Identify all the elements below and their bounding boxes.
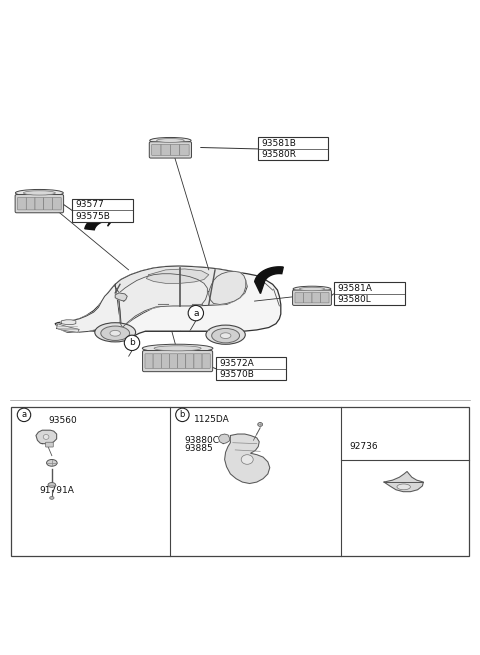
Polygon shape (119, 274, 207, 328)
Text: 91791A: 91791A (40, 485, 75, 495)
Ellipse shape (220, 333, 231, 339)
Ellipse shape (50, 496, 54, 499)
Bar (216, 357, 286, 381)
Ellipse shape (24, 191, 55, 195)
Text: 93575B: 93575B (75, 212, 110, 221)
Text: 93577: 93577 (75, 200, 104, 209)
Ellipse shape (206, 325, 245, 345)
Polygon shape (384, 472, 423, 492)
Text: a: a (22, 411, 26, 419)
Bar (258, 138, 328, 160)
FancyBboxPatch shape (194, 354, 202, 368)
FancyBboxPatch shape (180, 144, 189, 155)
Circle shape (124, 335, 140, 350)
FancyBboxPatch shape (293, 290, 331, 305)
FancyBboxPatch shape (44, 197, 52, 210)
Circle shape (188, 305, 204, 321)
Ellipse shape (258, 422, 263, 426)
FancyBboxPatch shape (149, 141, 192, 158)
Text: 93885: 93885 (185, 444, 214, 453)
FancyBboxPatch shape (170, 144, 180, 155)
Text: 93570B: 93570B (219, 370, 254, 379)
FancyBboxPatch shape (153, 354, 161, 368)
Polygon shape (61, 320, 76, 325)
FancyBboxPatch shape (178, 354, 186, 368)
FancyBboxPatch shape (321, 293, 329, 303)
Polygon shape (146, 269, 209, 284)
Text: b: b (180, 411, 185, 419)
Ellipse shape (142, 345, 213, 352)
Polygon shape (225, 434, 270, 483)
FancyBboxPatch shape (35, 197, 44, 210)
FancyBboxPatch shape (303, 293, 312, 303)
FancyBboxPatch shape (161, 354, 169, 368)
Bar (11, 407, 469, 555)
Ellipse shape (397, 484, 410, 490)
FancyBboxPatch shape (161, 144, 170, 155)
Ellipse shape (43, 434, 49, 440)
Ellipse shape (150, 138, 191, 143)
Ellipse shape (47, 460, 57, 466)
Text: b: b (129, 339, 135, 347)
Polygon shape (85, 214, 113, 230)
Text: 93572A: 93572A (219, 358, 254, 367)
FancyBboxPatch shape (46, 442, 53, 447)
Polygon shape (115, 293, 127, 301)
Ellipse shape (101, 326, 130, 341)
Polygon shape (209, 271, 246, 305)
FancyBboxPatch shape (152, 144, 161, 155)
FancyBboxPatch shape (18, 197, 26, 210)
Ellipse shape (156, 139, 184, 142)
FancyBboxPatch shape (15, 195, 63, 213)
Text: 93581A: 93581A (337, 284, 372, 293)
Polygon shape (36, 430, 57, 443)
Bar (72, 199, 133, 222)
FancyBboxPatch shape (52, 197, 61, 210)
Ellipse shape (154, 346, 201, 351)
Ellipse shape (110, 330, 120, 336)
Polygon shape (57, 324, 79, 332)
Polygon shape (218, 434, 229, 443)
FancyBboxPatch shape (186, 354, 194, 368)
Text: 1125DA: 1125DA (194, 415, 230, 424)
FancyBboxPatch shape (202, 354, 210, 368)
Bar (334, 282, 405, 305)
Polygon shape (255, 267, 283, 282)
Text: 93580L: 93580L (337, 295, 371, 304)
Ellipse shape (15, 189, 63, 196)
Circle shape (17, 408, 31, 422)
Text: 92736: 92736 (349, 442, 378, 451)
FancyBboxPatch shape (26, 197, 35, 210)
Polygon shape (55, 266, 281, 341)
FancyBboxPatch shape (312, 293, 321, 303)
Text: 93560: 93560 (48, 417, 77, 425)
Polygon shape (58, 286, 121, 332)
FancyBboxPatch shape (145, 354, 153, 368)
Text: a: a (193, 309, 199, 318)
FancyBboxPatch shape (295, 293, 303, 303)
Polygon shape (115, 266, 247, 325)
Ellipse shape (293, 286, 331, 292)
Polygon shape (108, 214, 113, 226)
Ellipse shape (48, 483, 56, 487)
Ellipse shape (241, 455, 253, 464)
Ellipse shape (212, 328, 240, 343)
Ellipse shape (95, 323, 135, 342)
Ellipse shape (300, 288, 324, 291)
Text: 93581B: 93581B (262, 139, 297, 147)
FancyBboxPatch shape (169, 354, 178, 368)
FancyBboxPatch shape (143, 350, 213, 371)
Circle shape (176, 408, 189, 422)
Text: 93880C: 93880C (185, 436, 220, 445)
Text: 93580R: 93580R (262, 150, 297, 159)
Polygon shape (255, 282, 264, 293)
